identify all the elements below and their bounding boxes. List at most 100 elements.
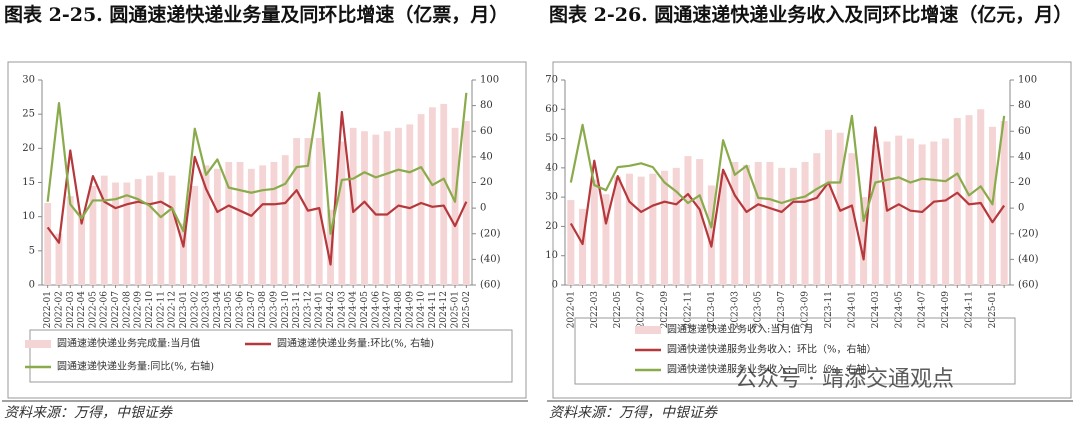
chart-title: 图表 2-26. 圆通速递快递业务收入及同环比增速（亿元，月）: [549, 4, 1073, 26]
x-tick-label: 2024-06: [371, 291, 381, 329]
bar: [383, 131, 391, 285]
x-tick-label: 2022-11: [683, 291, 693, 328]
bar: [259, 165, 267, 285]
legend-label: 圆通速递快递业务完成量:当月值: [57, 337, 200, 350]
y-tick-label: 40: [545, 162, 558, 173]
y2-tick-label: 60: [1018, 126, 1031, 137]
legend-label: 圆通快递快递服务业务收入：同比（%，右轴）: [667, 363, 877, 376]
y-tick-label: 15: [22, 177, 35, 188]
bar: [44, 203, 52, 285]
x-tick-label: 2023-04: [213, 291, 223, 329]
bar: [270, 162, 278, 285]
x-tick-label: 2024-10: [417, 291, 427, 329]
x-tick-label: 2023-12: [303, 291, 313, 328]
bar: [123, 182, 131, 285]
y-tick-label: 20: [22, 143, 35, 154]
legend-label: 圆通速递快递业务收入:当月值 月: [667, 323, 814, 336]
line-series: [46, 91, 468, 235]
x-tick-label: 2023-10: [281, 291, 291, 329]
y2-tick-label: 20: [1018, 177, 1031, 188]
bar: [743, 164, 751, 285]
y2-tick-label: 60: [480, 126, 493, 137]
watermark: 公众号 · 靖添交通观点: [735, 367, 954, 392]
y-tick-label: 5: [29, 245, 35, 256]
bar: [180, 223, 187, 285]
bar: [918, 144, 926, 285]
bar: [965, 115, 973, 286]
x-tick-label: 2022-01: [43, 291, 53, 328]
bar: [801, 162, 809, 285]
bar: [417, 114, 425, 286]
bar: [406, 124, 414, 286]
bar: [731, 162, 739, 285]
bar: [895, 135, 903, 285]
x-tick-label: 2023-05: [224, 291, 234, 329]
x-tick-label: 2022-07: [111, 291, 121, 329]
y-tick-label: 20: [545, 221, 558, 232]
x-tick-label: 2022-09: [134, 291, 144, 329]
y-tick-label: 25: [22, 109, 35, 120]
x-tick-label: 2022-08: [122, 291, 132, 329]
bar: [661, 170, 669, 285]
x-tick-label: 2022-09: [660, 291, 670, 329]
bar: [672, 167, 680, 285]
x-tick-label: 2023-11: [824, 291, 834, 328]
source: 资料来源：万得，中银证券: [4, 405, 173, 421]
bar: [649, 173, 657, 285]
bar: [614, 176, 622, 285]
x-tick-label: 2022-06: [100, 291, 110, 329]
y2-tick-label: 80: [480, 100, 493, 111]
bar: [637, 176, 645, 285]
bar: [236, 162, 244, 285]
bar: [860, 197, 868, 285]
x-tick-label: 2024-05: [894, 291, 904, 329]
bar: [202, 165, 210, 285]
y2-tick-label: 0: [480, 203, 486, 214]
y-tick-label: 70: [545, 75, 558, 86]
bar: [293, 138, 300, 285]
y-tick-label: 10: [22, 211, 35, 222]
y-tick-label: 10: [545, 250, 558, 261]
x-tick-label: 2023-09: [269, 291, 279, 329]
bar: [429, 107, 436, 285]
bar: [684, 156, 692, 285]
bar: [754, 162, 762, 285]
x-tick-label: 2024-12: [439, 291, 449, 328]
x-tick-label: 2025-02: [462, 291, 472, 328]
y-tick-label: 30: [22, 75, 35, 86]
bar: [112, 182, 119, 285]
y2-tick-label: 40: [1018, 151, 1031, 162]
y2-tick-label: 100: [480, 75, 499, 86]
bar: [361, 131, 368, 285]
x-tick-label: 2025-01: [988, 291, 998, 328]
bar: [225, 162, 233, 285]
y2-tick-label: 0: [1018, 203, 1024, 214]
bar: [66, 196, 74, 285]
x-tick-label: 2024-09: [941, 291, 951, 329]
y2-tick-label: (60): [480, 280, 501, 291]
y2-tick-label: (60): [1018, 280, 1039, 291]
x-tick-label: 2023-03: [202, 291, 212, 329]
line-series: [46, 110, 468, 266]
bar: [440, 103, 448, 286]
y-tick-label: 0: [552, 280, 558, 291]
legend-box: [574, 317, 1016, 385]
y2-tick-label: (40): [1018, 254, 1039, 265]
bar: [214, 168, 221, 285]
bar: [168, 175, 176, 285]
bar: [134, 179, 142, 285]
bar: [813, 153, 821, 285]
bar: [625, 173, 633, 285]
bar: [146, 175, 153, 285]
x-tick-label: 2023-01: [179, 291, 189, 328]
x-tick-label: 2023-11: [292, 291, 302, 328]
bar: [338, 141, 346, 285]
bar: [55, 233, 63, 285]
bar: [191, 185, 199, 285]
bar: [78, 213, 85, 285]
bar: [590, 179, 598, 285]
x-tick-label: 2023-02: [190, 291, 200, 328]
bar: [789, 167, 797, 285]
x-tick-label: 2022-02: [54, 291, 64, 328]
